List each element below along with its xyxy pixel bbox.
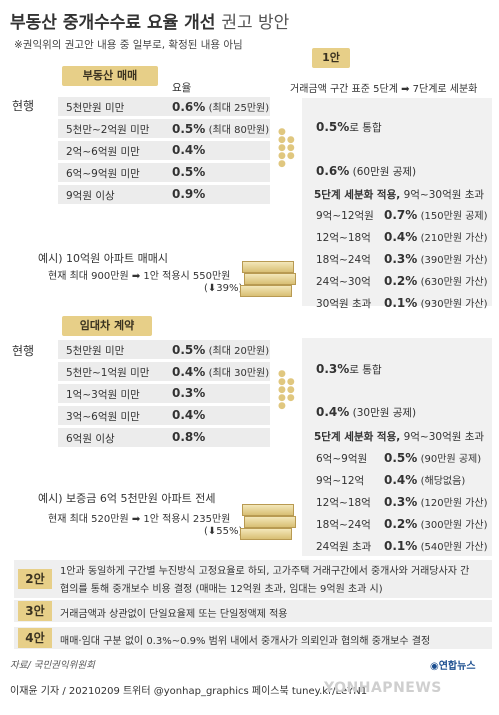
plan-row-rate: 0.7% (150만원 공제): [384, 208, 488, 222]
lease-example-title: 예시) 보증금 6억 5천만원 아파트 전세: [38, 492, 216, 505]
footer-credit: 이재윤 기자 / 20210209 트위터 @yonhap_graphics 페…: [10, 686, 368, 697]
table-row: [58, 406, 270, 425]
row-rate: 0.4% (최대 30만원): [172, 365, 270, 379]
plan1-badge: 1안: [312, 48, 350, 68]
plan-row-rate: 0.3% (120만원 가산): [384, 495, 488, 509]
plan-row-rate: 0.2% (630만원 가산): [384, 274, 488, 288]
row-rate: 0.6% (최대 25만원): [172, 100, 270, 114]
plan3-text: 거래금액과 상관없이 단일요율제 또는 단일정액제 적용: [60, 609, 288, 620]
row-rate: 0.4%: [172, 143, 206, 157]
row-rate: 0.5%: [172, 165, 206, 179]
sale-example-change: (⬇39%): [204, 283, 243, 294]
plan-row-rate: 0.1% (930만원 가산): [384, 296, 488, 310]
plan3-badge: 3안: [18, 601, 52, 621]
plan1-lease-merge: 0.3%로 통합: [316, 362, 382, 376]
row-rate: 0.5% (최대 80만원): [172, 122, 270, 136]
table-row: [58, 119, 270, 138]
plan1-sale-detail-title: 5단계 세분화 적용, 9억~30억원 초과: [314, 189, 485, 201]
money-stack-icon: [240, 255, 298, 305]
connector-dots-icon: ● ●● ●● ●● ●: [278, 369, 296, 411]
plan-row-label: 9억~12억원: [316, 210, 374, 222]
plan-row-label: 12억~18억: [316, 497, 371, 509]
plan2-text-2: 협의를 통해 중개보수 비용 결정 (매매는 12억원 초과, 임대는 9억원 …: [60, 584, 383, 595]
plan-row-rate: 0.4% (해당없음): [384, 473, 466, 487]
plan-row-label: 9억~12억: [316, 475, 365, 487]
table-row: [58, 362, 270, 381]
source-credit: 자료/ 국민권익위원회: [10, 660, 95, 671]
plan1-description: 거래금액 구간 표준 5단계 ➡ 7단계로 세분화: [290, 84, 478, 95]
plan1-sale-merge: 0.5%로 통합: [316, 120, 382, 134]
plan-row-label: 24억~30억: [316, 276, 371, 288]
plan-row-rate: 0.3% (390만원 가산): [384, 252, 488, 266]
plan3-row: [14, 600, 492, 622]
agency-logo: ◉연합뉴스: [430, 661, 476, 672]
rate-column-header: 요율: [172, 82, 192, 94]
table-row: [58, 428, 270, 447]
plan-row-label: 18억~24억: [316, 519, 371, 531]
plan1-lease-detail-title: 5단계 세분화 적용, 9억~30억원 초과: [314, 431, 485, 443]
lease-example-change: (⬇55%): [204, 526, 243, 537]
plan2-row: [14, 560, 492, 598]
agency-logo-icon: ◉: [430, 661, 439, 672]
lease-example-line: 현재 최대 520만원 ➡ 1안 적용시 235만원: [48, 514, 231, 525]
section-header-sale: 부동산 매매: [62, 66, 158, 86]
plan2-badge: 2안: [18, 569, 52, 589]
row-label: 5천만~1억원 미만: [66, 367, 150, 379]
row-label: 5천만원 미만: [66, 102, 125, 114]
sale-example-line: 현재 최대 900만원 ➡ 1안 적용시 550만원: [48, 271, 231, 282]
table-row: [58, 141, 270, 160]
page-title: 부동산 중개수수료 요율 개선 권고 방안: [10, 8, 289, 33]
row-label: 2억~6억원 미만: [66, 146, 140, 158]
section-header-lease: 임대차 계약: [62, 316, 152, 336]
row-label: 5천만~2억원 미만: [66, 124, 150, 136]
plan1-sale-box: [302, 98, 492, 306]
table-row: [58, 384, 270, 403]
connector-dots-icon: ● ●● ●● ●● ●: [278, 127, 296, 169]
plan1-lease-r4: 0.4% (30만원 공제): [316, 405, 417, 419]
watermark: YONHAPNEWS: [324, 680, 442, 696]
plan1-lease-box: [302, 338, 492, 556]
row-label: 3억~6억원 미만: [66, 411, 140, 423]
disclaimer-note: ※권익위의 권고안 내용 중 일부로, 확정된 내용 아님: [14, 39, 243, 51]
plan2-text-1: 1안과 동일하게 구간별 누진방식 고정요율로 하되, 고가주택 거래구간에서 …: [60, 566, 470, 577]
plan-row-rate: 0.2% (300만원 가산): [384, 517, 488, 531]
plan-row-rate: 0.5% (90만원 공제): [384, 451, 482, 465]
plan-row-rate: 0.4% (210만원 가산): [384, 230, 488, 244]
current-label-lease: 현행: [12, 344, 35, 358]
plan4-text: 매매·임대 구분 없이 0.3%~0.9% 범위 내에서 중개사가 의뢰인과 협…: [60, 636, 431, 647]
plan4-badge: 4안: [18, 628, 52, 648]
row-rate: 0.3%: [172, 386, 206, 400]
row-rate: 0.8%: [172, 430, 206, 444]
table-row: [58, 97, 270, 116]
row-rate: 0.4%: [172, 408, 206, 422]
table-row: [58, 163, 270, 182]
money-stack-icon: [240, 498, 298, 548]
plan-row-label: 6억~9억원: [316, 453, 368, 465]
plan-row-label: 24억원 초과: [316, 541, 372, 553]
plan-row-rate: 0.1% (540만원 가산): [384, 539, 488, 553]
current-label-sale: 현행: [12, 99, 35, 113]
plan4-row: [14, 627, 492, 649]
title-main: 부동산 중개수수료 요율 개선: [10, 13, 216, 33]
plan-row-label: 30억원 초과: [316, 298, 372, 310]
sale-example-title: 예시) 10억원 아파트 매매시: [38, 252, 168, 265]
plan1-sale-r4: 0.6% (60만원 공제): [316, 164, 417, 178]
title-sub: 권고 방안: [221, 13, 290, 33]
row-rate: 0.5% (최대 20만원): [172, 343, 270, 357]
table-row: [58, 185, 270, 204]
row-rate: 0.9%: [172, 187, 206, 201]
table-row: [58, 340, 270, 359]
plan-row-label: 18억~24억: [316, 254, 371, 266]
row-label: 5천만원 미만: [66, 345, 125, 357]
row-label: 6억~9억원 미만: [66, 168, 140, 180]
row-label: 9억원 이상: [66, 190, 115, 202]
row-label: 6억원 이상: [66, 433, 115, 445]
row-label: 1억~3억원 미만: [66, 389, 140, 401]
plan-row-label: 12억~18억: [316, 232, 371, 244]
